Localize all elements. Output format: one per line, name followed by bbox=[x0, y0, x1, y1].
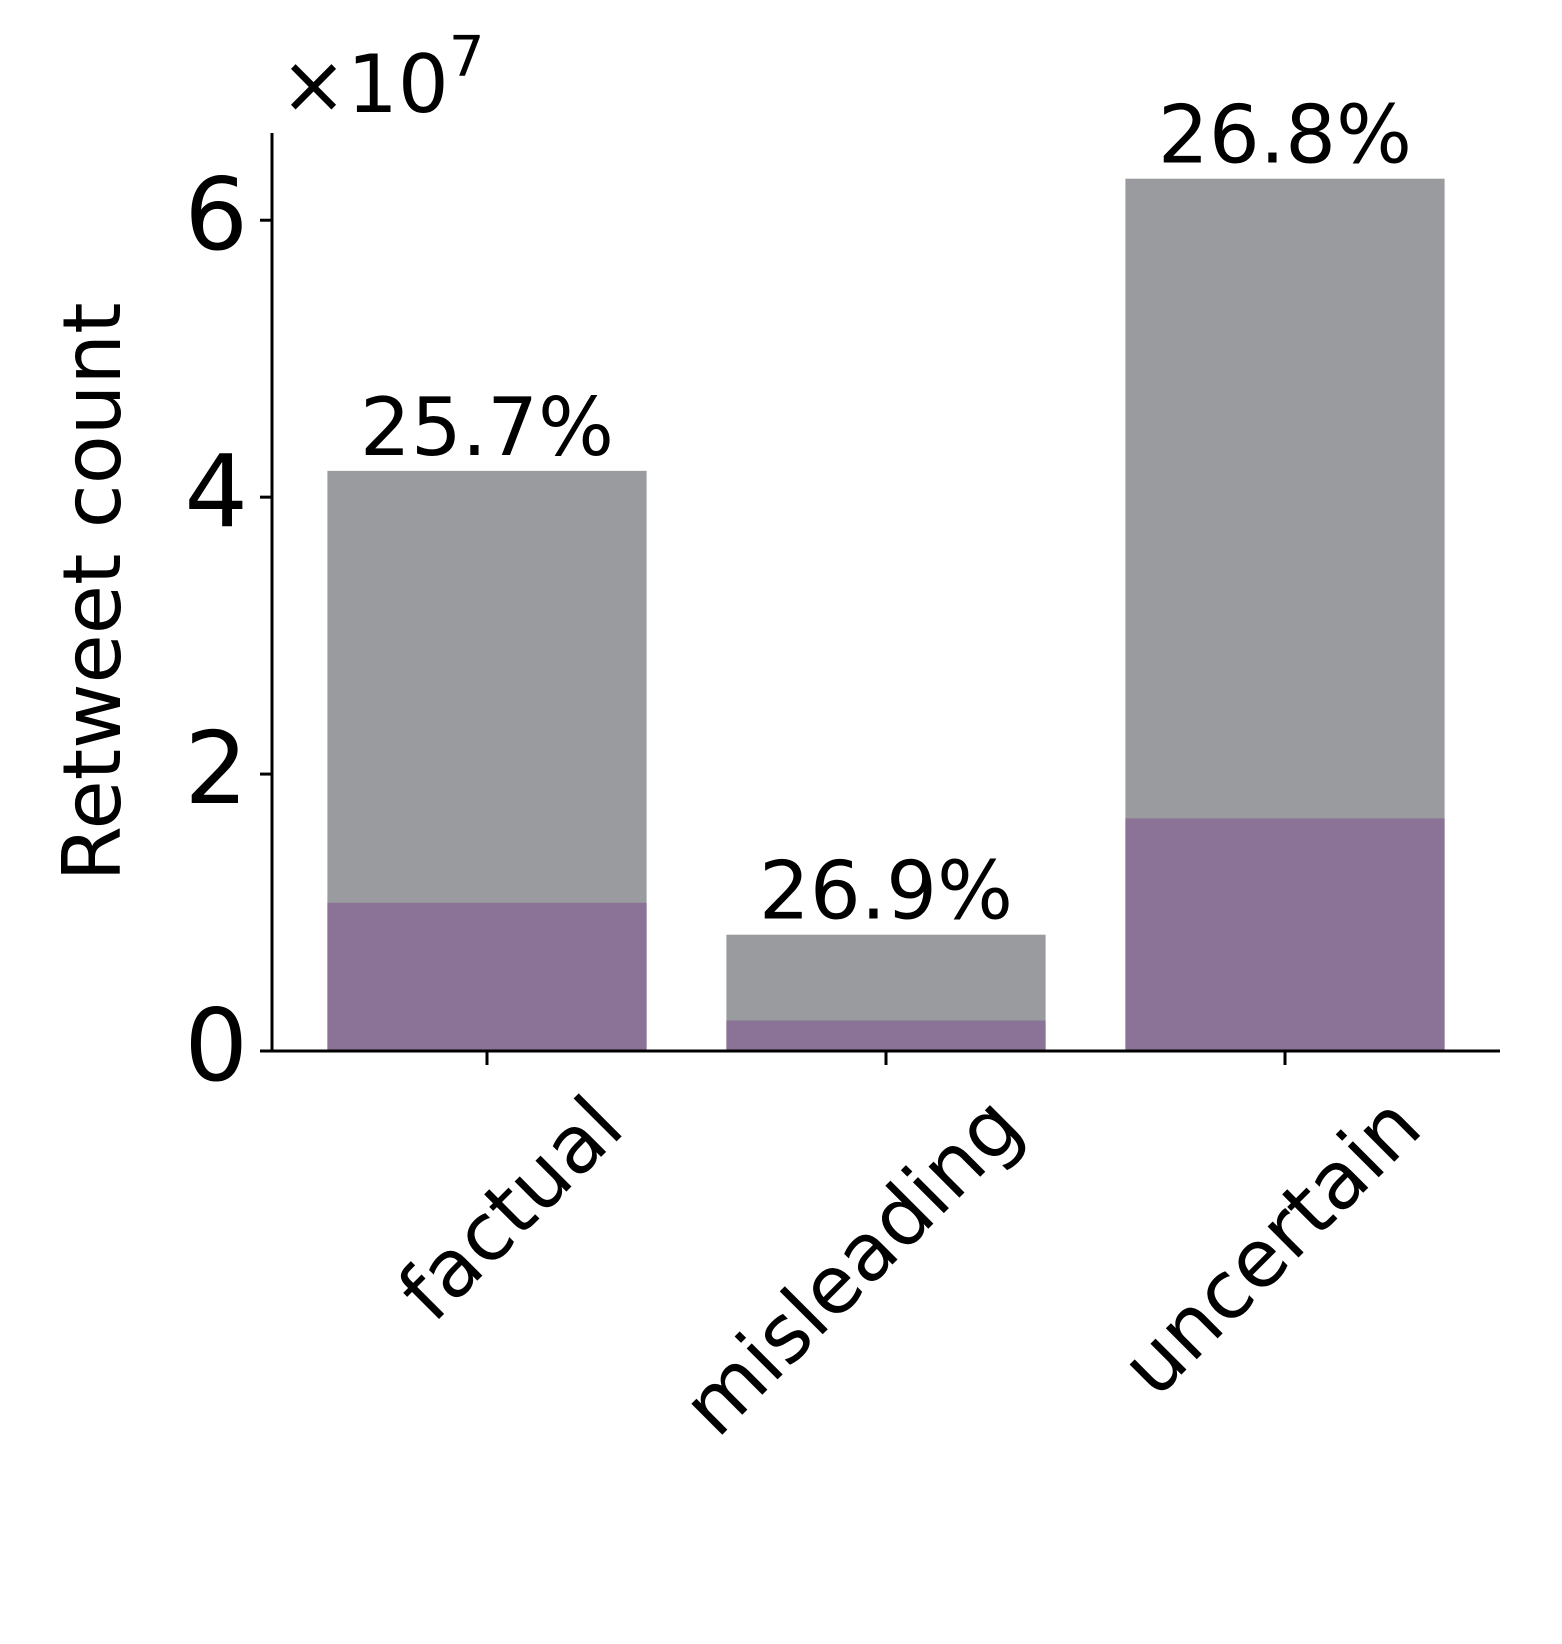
bar bbox=[327, 902, 647, 1051]
y-tick-label: 4 bbox=[184, 433, 248, 550]
bar-annotation: 26.8% bbox=[1158, 89, 1412, 182]
offset-label: ×107 bbox=[280, 25, 484, 131]
bar bbox=[1125, 818, 1445, 1051]
x-tick-label: factual bbox=[381, 1079, 641, 1339]
y-tick-label: 2 bbox=[184, 710, 248, 827]
offset-base: ×10 bbox=[280, 38, 449, 131]
bar-annotation: 25.7% bbox=[360, 381, 614, 474]
x-tick-label: uncertain bbox=[1103, 1079, 1438, 1414]
y-axis-label: Retweet count bbox=[46, 303, 139, 882]
y-tick-label: 0 bbox=[184, 987, 248, 1104]
x-tick-label: misleading bbox=[665, 1079, 1040, 1454]
y-tick-label: 6 bbox=[184, 156, 248, 273]
offset-exponent: 7 bbox=[449, 25, 485, 90]
bar bbox=[726, 1020, 1046, 1051]
bar-annotation: 26.9% bbox=[759, 845, 1013, 938]
